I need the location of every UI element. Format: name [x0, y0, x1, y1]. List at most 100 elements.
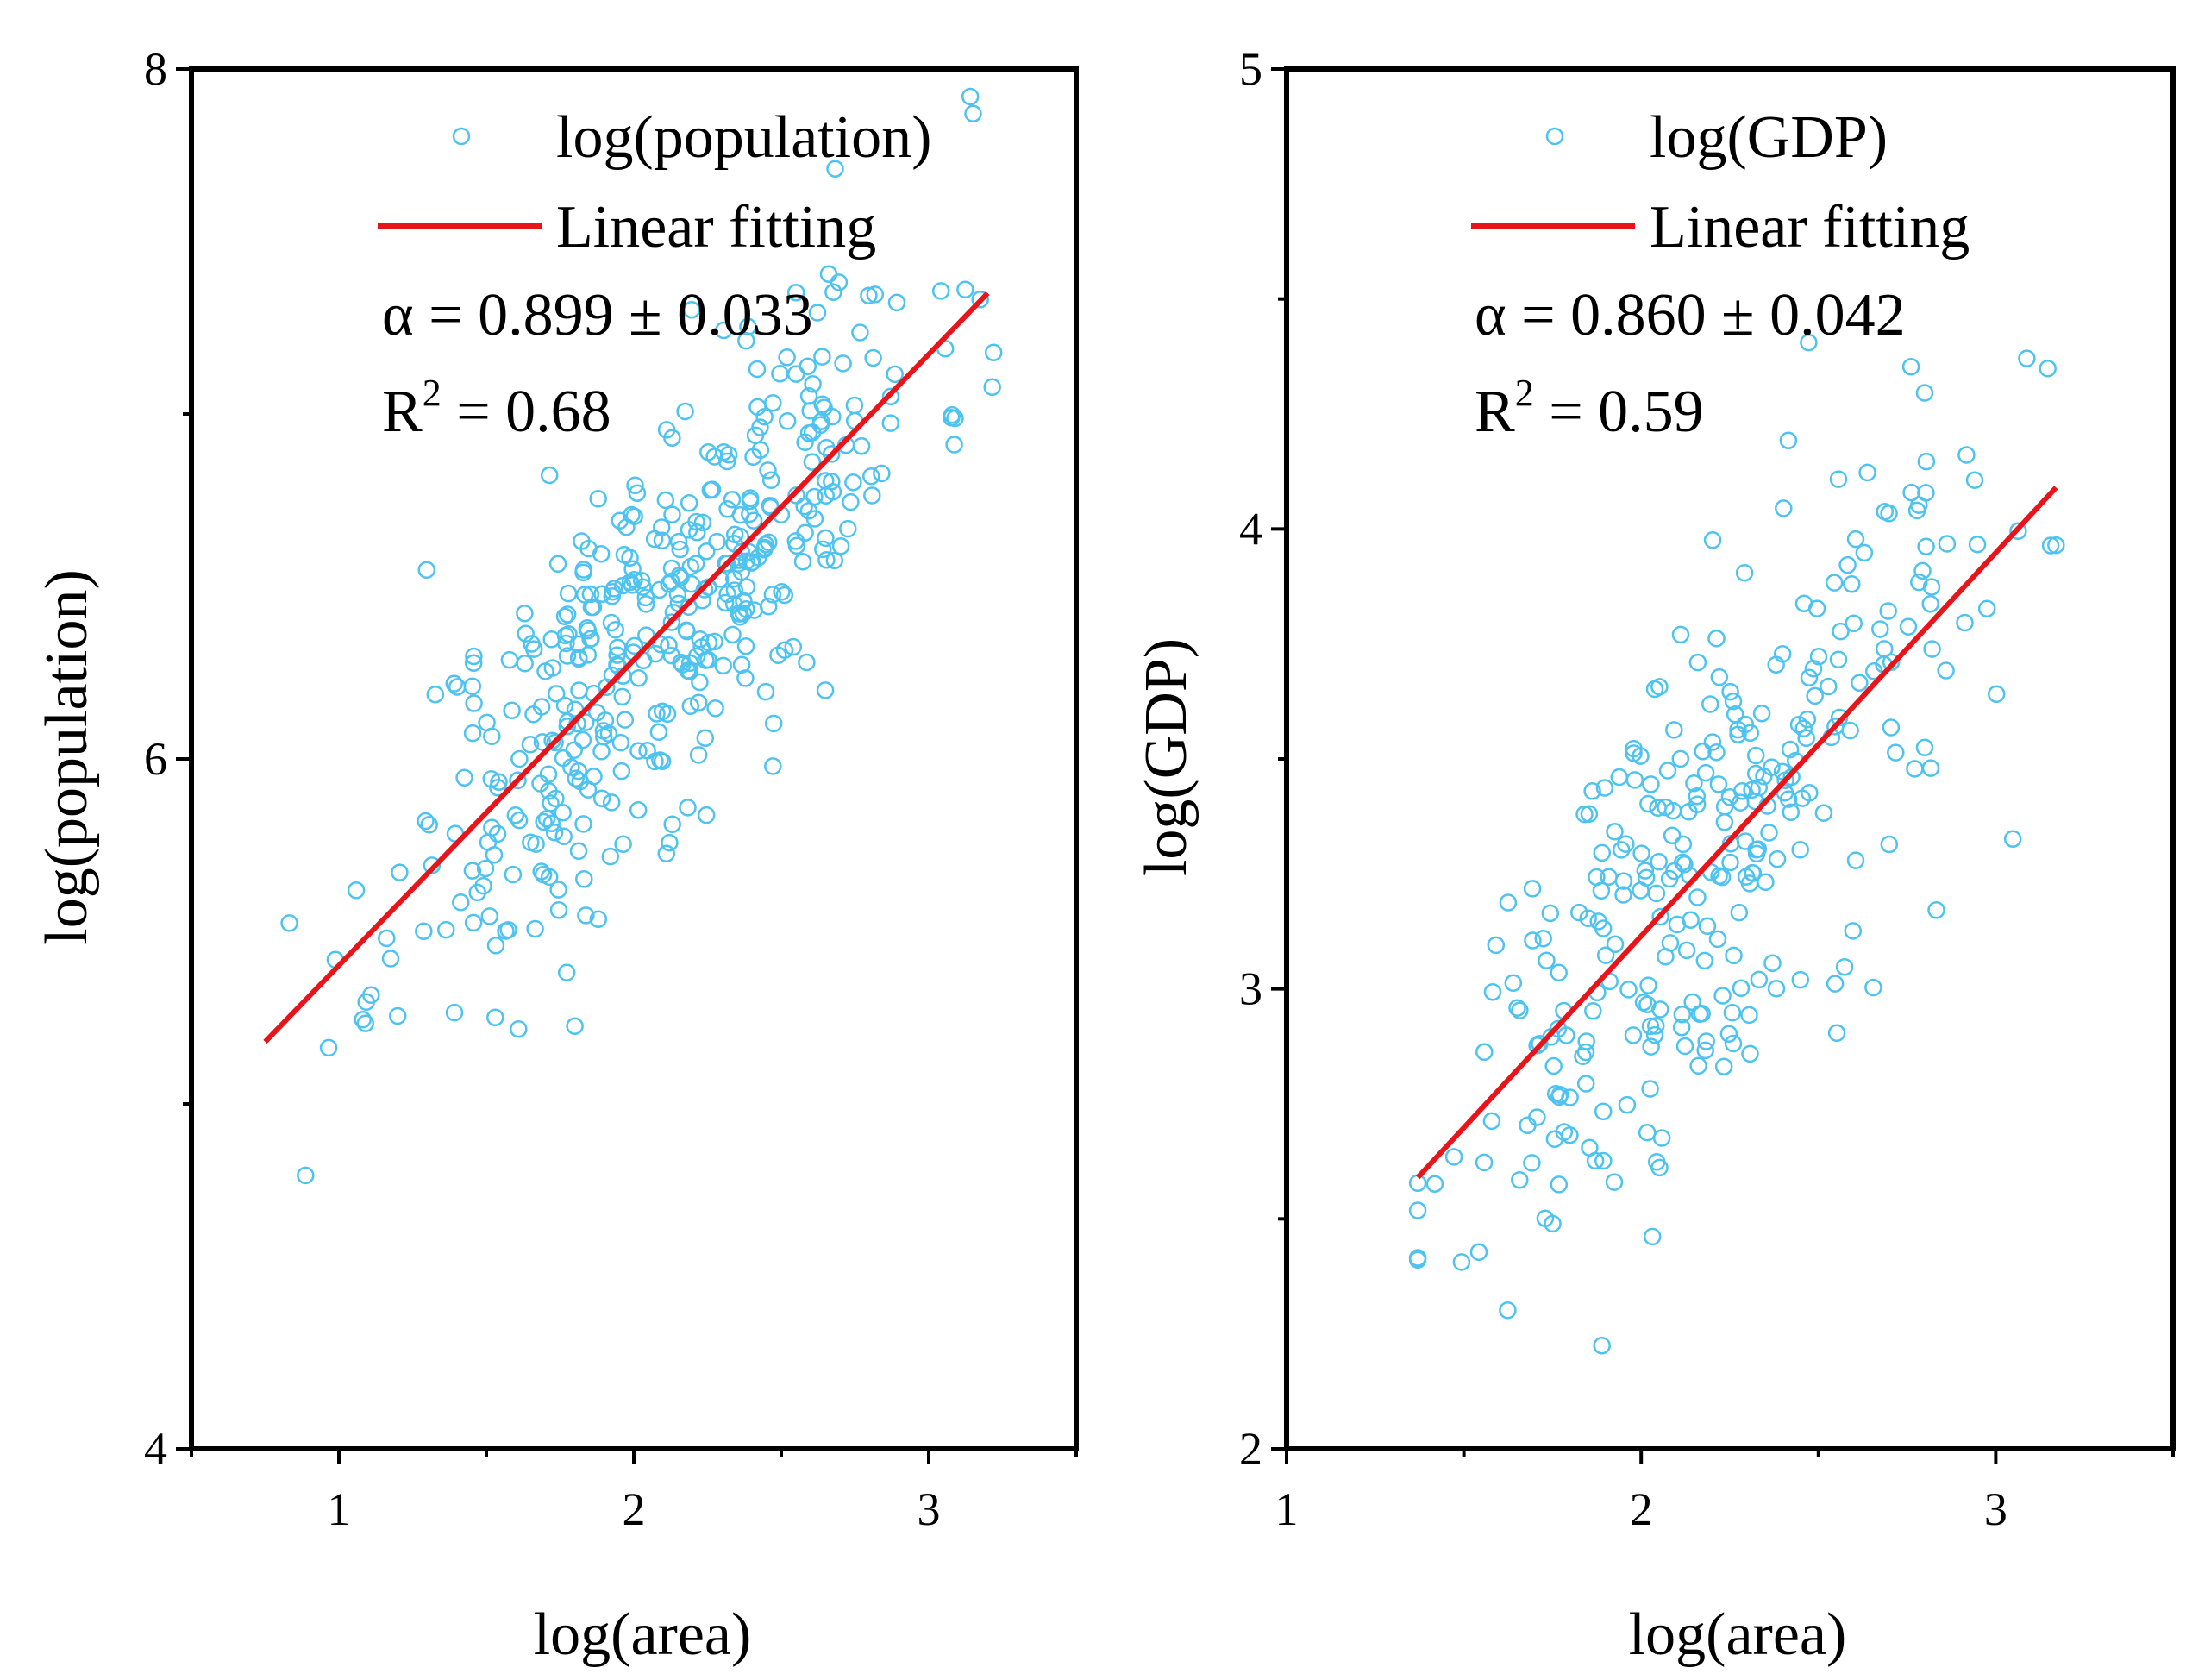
data-point — [1710, 668, 1729, 686]
data-point — [1641, 1080, 1659, 1098]
data-point — [680, 654, 699, 673]
data-point — [688, 523, 706, 542]
legend-marker-gdp — [1545, 127, 1564, 146]
data-point — [629, 742, 648, 760]
data-point — [445, 1003, 464, 1022]
data-point — [549, 900, 568, 919]
data-point — [697, 806, 716, 824]
data-point — [803, 453, 822, 471]
y-tick-label: 5 — [1239, 43, 1262, 95]
data-point — [1730, 903, 1749, 922]
data-point — [1713, 868, 1732, 887]
data-point — [811, 412, 830, 430]
data-point — [1864, 978, 1882, 997]
data-point — [1875, 640, 1894, 658]
data-point — [1625, 771, 1644, 789]
data-point — [1725, 946, 1743, 965]
alpha-annotation-gdp: α = 0.860 ± 0.042 — [1475, 282, 1906, 348]
r2-prefix-gdp: R — [1475, 379, 1515, 445]
data-point — [1696, 1041, 1714, 1060]
data-point — [1794, 719, 1813, 738]
data-point — [1740, 1006, 1758, 1025]
data-point — [566, 1017, 584, 1035]
data-point — [1657, 798, 1675, 817]
data-point — [680, 662, 699, 680]
y-tick-label: 2 — [1239, 1423, 1262, 1475]
data-point — [1987, 685, 2006, 704]
data-point — [1574, 1047, 1592, 1066]
data-point — [1775, 499, 1793, 517]
data-point — [623, 560, 642, 578]
data-point — [1825, 574, 1844, 592]
data-point — [946, 409, 964, 428]
data-point — [881, 387, 900, 405]
data-point — [732, 655, 751, 674]
data-point — [764, 714, 783, 733]
data-point — [632, 572, 651, 590]
data-point — [860, 286, 878, 304]
data-point — [786, 284, 805, 302]
data-point — [1707, 630, 1726, 648]
data-point — [793, 553, 812, 571]
data-point — [961, 87, 980, 106]
data-point — [1913, 561, 1932, 580]
data-point — [748, 360, 767, 379]
data-point — [543, 731, 561, 749]
data-point — [1643, 1227, 1662, 1246]
data-point — [629, 800, 648, 819]
x-tick-label: 1 — [1275, 1483, 1299, 1535]
data-point — [1610, 768, 1629, 787]
data-point — [1595, 779, 1614, 797]
data-point — [629, 668, 648, 687]
data-point — [1637, 868, 1656, 887]
data-point — [636, 588, 655, 607]
data-point — [1688, 653, 1707, 672]
data-point — [1475, 1153, 1494, 1172]
data-point — [532, 698, 551, 716]
data-point — [297, 1166, 315, 1185]
data-point — [1698, 917, 1717, 936]
data-point — [1736, 832, 1755, 850]
data-point — [824, 283, 842, 301]
data-point — [1845, 614, 1863, 632]
data-point — [682, 574, 701, 593]
data-point — [613, 687, 631, 706]
data-point — [714, 656, 732, 675]
data-point — [764, 757, 782, 775]
data-point — [540, 466, 559, 485]
data-point — [739, 317, 757, 336]
data-point — [1921, 759, 1940, 777]
data-point — [1732, 793, 1750, 812]
data-point — [1921, 594, 1939, 613]
data-point — [662, 646, 680, 665]
data-point — [1747, 844, 1766, 863]
data-point — [723, 491, 742, 509]
data-point — [834, 354, 852, 373]
data-point — [1814, 804, 1833, 822]
data-point — [1579, 909, 1597, 928]
data-point — [724, 569, 743, 588]
data-point — [1408, 1201, 1427, 1219]
data-point — [1487, 936, 1506, 955]
data-point — [1871, 620, 1889, 638]
data-point — [503, 701, 521, 720]
data-point — [565, 741, 583, 760]
data-point — [1800, 333, 1818, 352]
data-point — [1665, 721, 1683, 739]
data-point — [799, 357, 817, 376]
data-point — [1508, 999, 1526, 1017]
data-point — [1879, 602, 1897, 620]
data-point — [1625, 739, 1643, 758]
data-point — [804, 375, 822, 393]
data-point — [476, 859, 495, 878]
data-point — [516, 655, 534, 673]
data-point — [589, 489, 607, 508]
data-point — [1804, 659, 1823, 678]
data-point — [500, 650, 519, 669]
x-tick-label: 3 — [918, 1483, 941, 1535]
data-point — [730, 605, 749, 623]
data-point — [634, 578, 652, 596]
data-point — [677, 621, 696, 640]
data-point — [1882, 718, 1901, 737]
data-point — [542, 630, 561, 649]
